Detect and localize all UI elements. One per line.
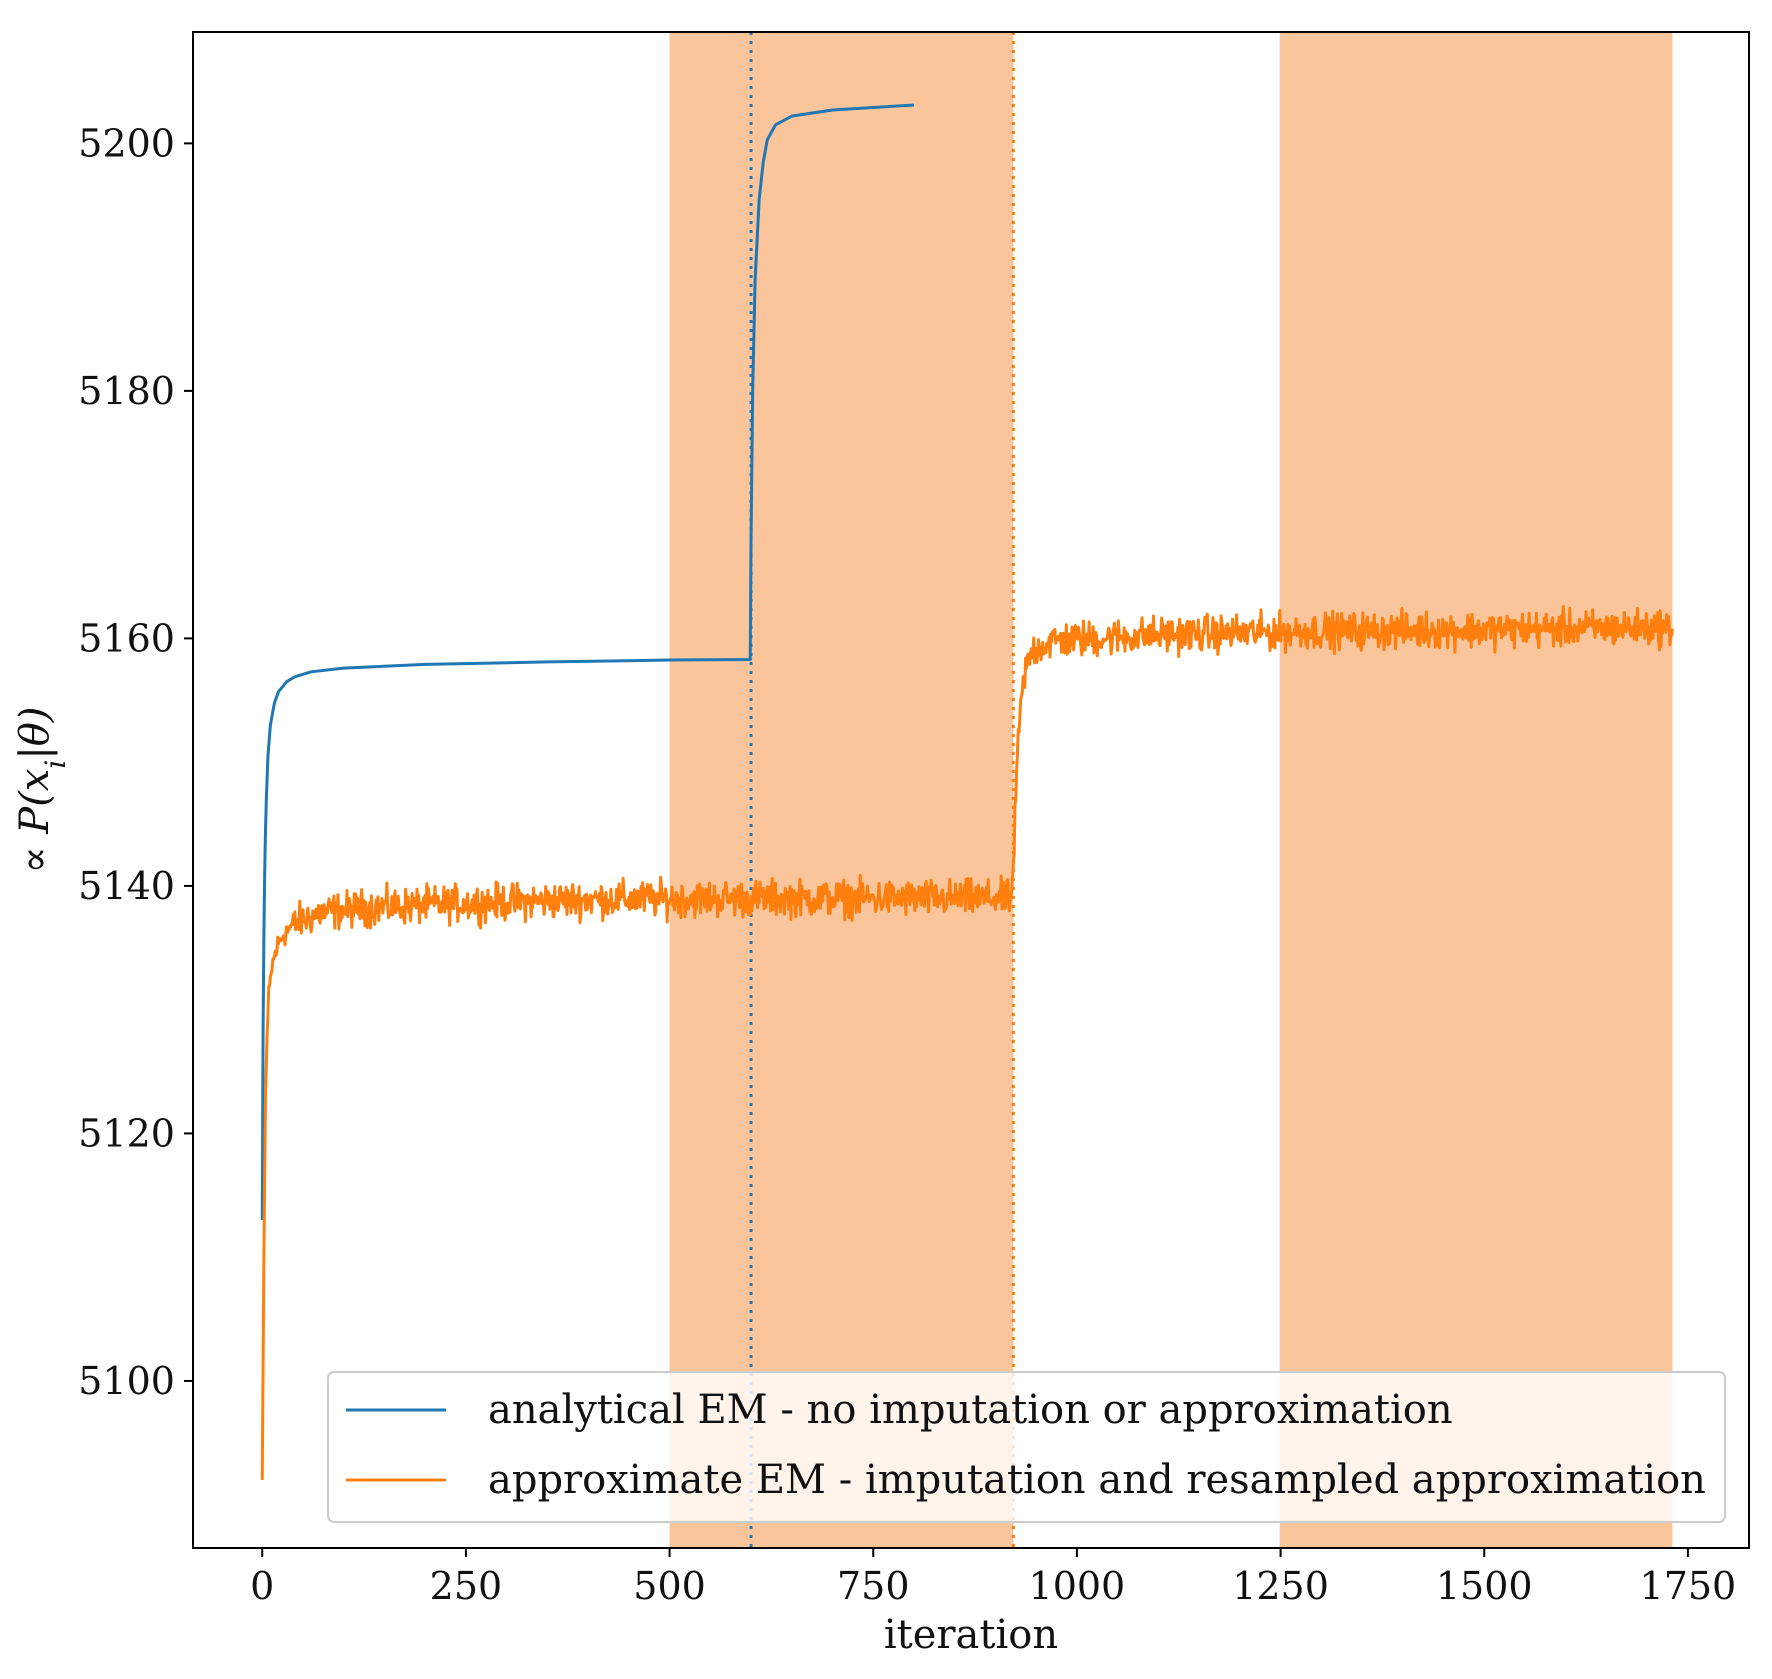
x-axis-ticks: 0 250 500 750 1000 1250 1500 1750 [250, 1548, 1736, 1608]
legend: analytical EM - no imputation or approxi… [327, 1371, 1726, 1523]
x-tick-label: 1250 [1232, 1564, 1329, 1608]
x-axis-label: iteration [884, 1612, 1058, 1658]
x-tick-label: 1500 [1436, 1564, 1533, 1608]
y-tick-label: 5180 [78, 369, 175, 413]
shaded-region-2 [1279, 32, 1673, 1548]
x-tick-label: 1750 [1640, 1564, 1737, 1608]
y-axis-ticks: 5100 5120 5140 5160 5180 5200 [78, 121, 193, 1403]
y-tick-label: 5140 [78, 864, 175, 908]
legend-label-2: approximate EM - imputation and resample… [488, 1457, 1706, 1503]
x-tick-label: 500 [633, 1564, 706, 1608]
x-tick-label: 0 [250, 1564, 274, 1608]
x-tick-label: 750 [837, 1564, 910, 1608]
y-axis-label: ∝ P(xi|θ) [12, 706, 72, 873]
series-lines [260, 103, 1674, 1480]
legend-box [327, 1371, 1726, 1523]
x-tick-label: 1000 [1029, 1564, 1126, 1608]
y-tick-label: 5160 [78, 616, 175, 660]
series-line-1 [260, 103, 915, 1221]
legend-label-1: analytical EM - no imputation or approxi… [488, 1387, 1453, 1433]
y-tick-label: 5120 [78, 1111, 175, 1155]
y-tick-label: 5200 [78, 121, 175, 165]
vertical-reference-lines [749, 32, 1015, 1548]
y-tick-label: 5100 [78, 1359, 175, 1403]
plot-frame [192, 31, 1750, 1549]
shaded-region-1 [669, 32, 1014, 1548]
x-tick-label: 250 [430, 1564, 503, 1608]
series-line-2 [260, 605, 1674, 1480]
shaded-regions [669, 32, 1673, 1548]
